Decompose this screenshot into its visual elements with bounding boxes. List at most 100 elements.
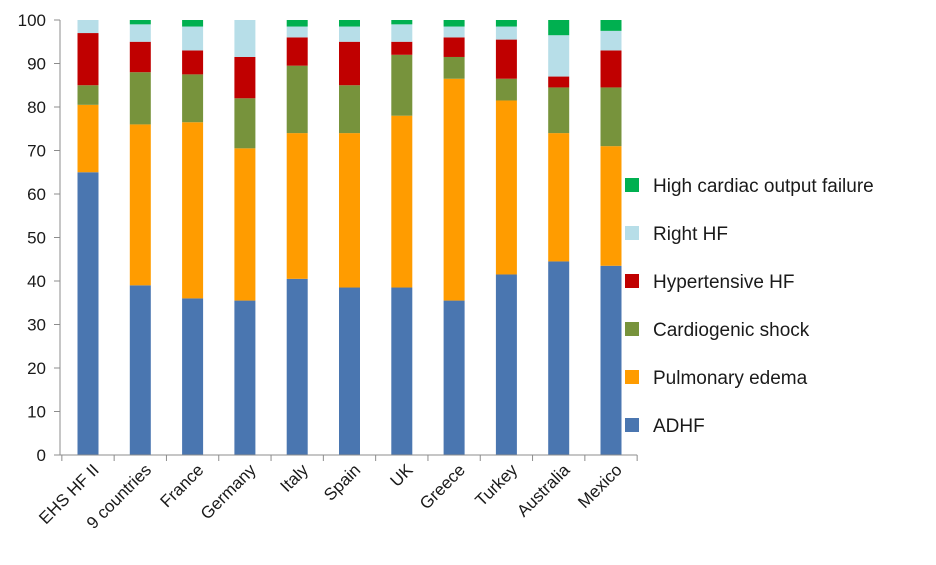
bar-segment-cardiogenic-shock-france — [182, 74, 204, 123]
x-tick-label: Spain — [320, 460, 364, 504]
bar-segment-pulmonary-edema-ehs-hf-ii — [77, 104, 99, 173]
y-tick-label: 0 — [37, 446, 46, 465]
bar-segment-hypertensive-hf-ehs-hf-ii — [77, 33, 99, 86]
y-tick-label: 50 — [27, 229, 46, 248]
x-tick-label: Italy — [277, 460, 313, 496]
bar-segment-hypertensive-hf-france — [182, 50, 204, 75]
bar-segment-right-hf-germany — [234, 20, 256, 57]
legend-label: Cardiogenic shock — [653, 320, 810, 341]
x-tick-label: Germany — [197, 460, 260, 523]
y-tick-label: 10 — [27, 403, 46, 422]
bar-segment-pulmonary-edema-italy — [286, 133, 308, 279]
bars-group — [77, 20, 622, 455]
bar-segment-high-cardiac-output-failure-turkey — [495, 20, 517, 27]
x-tick-label: UK — [386, 460, 417, 491]
bar-segment-adhf-mexico — [600, 265, 622, 455]
legend-label: Right HF — [653, 224, 728, 245]
bar-segment-right-hf-italy — [286, 26, 308, 38]
bar-segment-pulmonary-edema-uk — [391, 115, 413, 288]
bar-segment-pulmonary-edema-9-countries — [129, 124, 151, 286]
x-tick-label: Australia — [513, 460, 574, 521]
legend-swatch — [625, 370, 639, 384]
bar-segment-right-hf-mexico — [600, 30, 622, 51]
bar-segment-hypertensive-hf-9-countries — [129, 41, 151, 73]
bar-segment-pulmonary-edema-mexico — [600, 146, 622, 266]
bar-segment-adhf-germany — [234, 300, 256, 455]
x-tick-label: Greece — [416, 460, 469, 513]
legend-swatch — [625, 274, 639, 288]
bar-segment-hypertensive-hf-australia — [548, 76, 570, 88]
legend-label: ADHF — [653, 416, 705, 437]
x-tick-label: Turkey — [471, 460, 521, 510]
y-tick-label: 90 — [27, 55, 46, 74]
x-tick-label: France — [157, 460, 208, 511]
bar-segment-hypertensive-hf-turkey — [495, 39, 517, 79]
bar-segment-right-hf-9-countries — [129, 24, 151, 42]
bar-segment-adhf-australia — [548, 261, 570, 455]
bar-segment-adhf-italy — [286, 278, 308, 455]
legend-item-pulmonary-edema: Pulmonary edema — [625, 368, 808, 389]
bar-segment-cardiogenic-shock-mexico — [600, 87, 622, 147]
bar-segment-hypertensive-hf-greece — [443, 37, 465, 57]
y-tick-label: 80 — [27, 98, 46, 117]
bar-segment-pulmonary-edema-greece — [443, 78, 465, 301]
y-tick-label: 30 — [27, 316, 46, 335]
bar-segment-right-hf-france — [182, 26, 204, 51]
legend-item-adhf: ADHF — [625, 416, 705, 437]
bar-segment-right-hf-spain — [339, 26, 360, 42]
bar-segment-right-hf-turkey — [495, 26, 517, 40]
bar-segment-hypertensive-hf-spain — [339, 41, 360, 86]
bar-segment-cardiogenic-shock-australia — [548, 87, 570, 134]
legend-swatch — [625, 226, 639, 240]
y-tick-label: 100 — [18, 11, 46, 30]
bar-segment-high-cardiac-output-failure-france — [182, 20, 204, 27]
legend-item-high-cardiac-output-failure: High cardiac output failure — [625, 176, 874, 197]
bar-segment-right-hf-australia — [548, 35, 570, 77]
legend-item-right-hf: Right HF — [625, 224, 728, 245]
bar-segment-cardiogenic-shock-ehs-hf-ii — [77, 85, 99, 105]
bar-segment-high-cardiac-output-failure-9-countries — [129, 20, 151, 25]
bar-segment-hypertensive-hf-italy — [286, 37, 308, 66]
y-tick-label: 70 — [27, 142, 46, 161]
bar-segment-pulmonary-edema-spain — [339, 133, 360, 288]
bar-segment-cardiogenic-shock-uk — [391, 54, 413, 116]
bar-segment-adhf-spain — [339, 287, 360, 455]
bar-segment-high-cardiac-output-failure-australia — [548, 20, 570, 36]
legend-swatch — [625, 322, 639, 336]
bar-segment-high-cardiac-output-failure-uk — [391, 20, 413, 25]
bar-segment-cardiogenic-shock-greece — [443, 56, 465, 79]
bar-segment-adhf-9-countries — [129, 285, 151, 455]
bar-segment-pulmonary-edema-germany — [234, 148, 256, 301]
bar-segment-adhf-turkey — [495, 274, 517, 455]
bar-segment-right-hf-greece — [443, 26, 465, 38]
legend-swatch — [625, 418, 639, 432]
y-tick-label: 60 — [27, 185, 46, 204]
bar-segment-cardiogenic-shock-turkey — [495, 78, 517, 101]
bar-segment-right-hf-uk — [391, 24, 413, 42]
bar-segment-adhf-greece — [443, 300, 465, 455]
bar-segment-cardiogenic-shock-italy — [286, 65, 308, 134]
bar-segment-pulmonary-edema-france — [182, 122, 204, 299]
bar-segment-cardiogenic-shock-spain — [339, 85, 360, 134]
bar-segment-hypertensive-hf-uk — [391, 41, 413, 55]
bar-segment-adhf-uk — [391, 287, 413, 455]
bar-segment-high-cardiac-output-failure-spain — [339, 20, 360, 27]
legend-label: Pulmonary edema — [653, 368, 808, 389]
bar-segment-cardiogenic-shock-9-countries — [129, 72, 151, 125]
bar-segment-pulmonary-edema-australia — [548, 133, 570, 262]
x-tick-label: Mexico — [574, 460, 626, 512]
bar-segment-adhf-france — [182, 298, 204, 455]
bar-segment-pulmonary-edema-turkey — [495, 100, 517, 275]
legend-label: High cardiac output failure — [653, 176, 874, 197]
bar-segment-adhf-ehs-hf-ii — [77, 172, 99, 455]
y-tick-label: 20 — [27, 359, 46, 378]
legend-item-hypertensive-hf: Hypertensive HF — [625, 272, 795, 293]
legend-swatch — [625, 178, 639, 192]
legend: High cardiac output failure Right HF Hyper… — [625, 176, 874, 437]
y-axis: 0 10 20 30 40 50 60 70 80 90 100 — [18, 11, 61, 465]
legend-item-cardiogenic-shock: Cardiogenic shock — [625, 320, 810, 341]
bar-segment-hypertensive-hf-germany — [234, 56, 256, 99]
bar-segment-high-cardiac-output-failure-greece — [443, 20, 465, 27]
